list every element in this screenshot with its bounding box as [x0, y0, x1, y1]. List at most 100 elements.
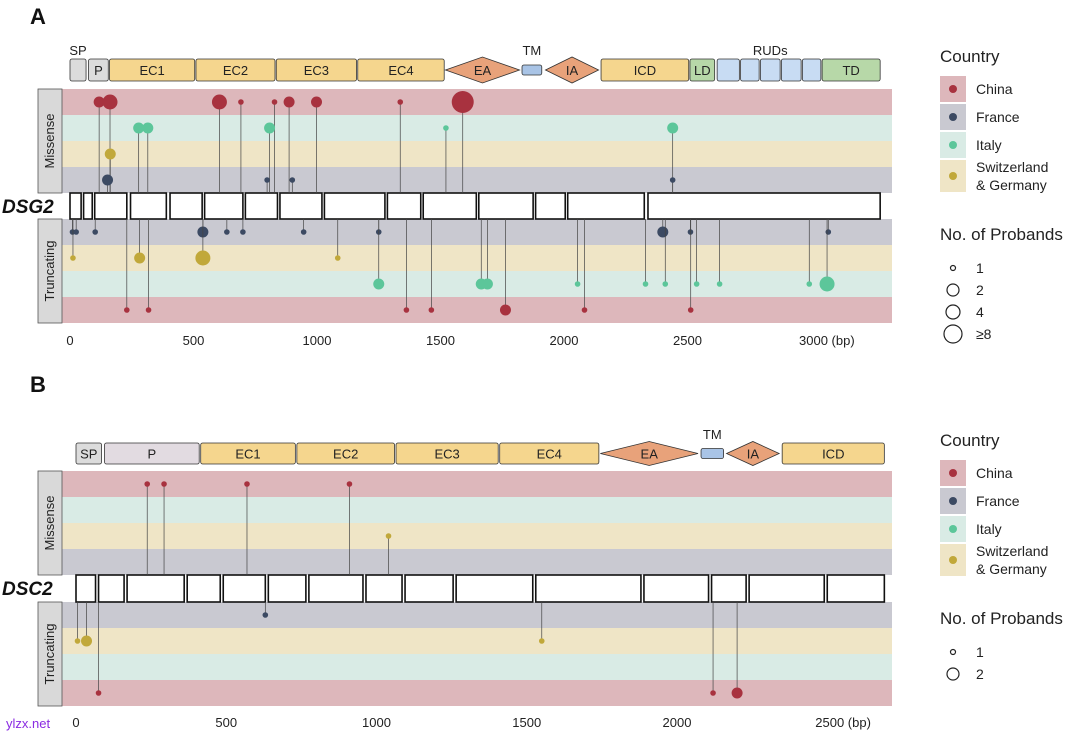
- legend-size-circle: [945, 304, 961, 320]
- exon-box: [267, 574, 307, 603]
- missense-point: [311, 96, 323, 108]
- x-tick-label: 2500 (bp): [815, 715, 871, 730]
- domain-label-ld: LD: [694, 63, 711, 78]
- truncating-point: [428, 307, 435, 313]
- legend-label-china: China: [976, 81, 1013, 97]
- domain-label-tm: TM: [703, 427, 722, 442]
- x-tick-label: 0: [72, 715, 79, 730]
- band-truncating-france: [62, 602, 892, 628]
- x-tick-label: 1000: [362, 715, 391, 730]
- exon-box: [129, 192, 168, 220]
- truncating-point: [145, 307, 152, 313]
- legend-label-switzerland-2: & Germany: [976, 177, 1047, 193]
- gene-label: DSC2: [2, 579, 53, 600]
- missense-point: [669, 177, 676, 183]
- domain-ia: [544, 56, 600, 84]
- legend-label-france: France: [976, 493, 1020, 509]
- domain-label-ec3: EC3: [434, 447, 459, 462]
- truncating-point: [92, 229, 98, 235]
- truncating-point: [819, 276, 835, 292]
- missense-point: [144, 481, 151, 487]
- legend-size-circle: [949, 648, 957, 656]
- x-tick-label: 500: [183, 333, 205, 348]
- exon-box: [75, 574, 97, 603]
- exon-box: [477, 192, 534, 220]
- band-missense-china: [62, 89, 892, 115]
- domain-label-icd: ICD: [822, 447, 844, 462]
- truncating-point: [73, 229, 79, 235]
- strip-truncating: [37, 601, 63, 707]
- domain-label-p: P: [148, 447, 157, 462]
- x-tick-label: 1500: [426, 333, 455, 348]
- strip-label-missense: Missense: [42, 496, 57, 551]
- missense-point: [102, 94, 118, 110]
- band-truncating-china: [62, 297, 892, 323]
- legend-key-dot-italy: [949, 141, 957, 149]
- exon-box: [455, 574, 534, 603]
- truncating-point: [574, 281, 581, 287]
- strip-truncating: [37, 218, 63, 324]
- domain-ld: [689, 58, 716, 82]
- legend-key-dot-france: [949, 113, 957, 121]
- band-missense-italy: [62, 115, 892, 141]
- legend-label-italy: Italy: [976, 521, 1002, 537]
- exon-box: [365, 574, 403, 603]
- domain-sp: [75, 442, 102, 465]
- missense-point: [451, 91, 474, 113]
- exon-box: [647, 192, 881, 220]
- truncating-point: [806, 281, 813, 287]
- truncating-point: [581, 307, 588, 313]
- exon-box: [710, 574, 747, 603]
- truncating-point: [262, 612, 269, 618]
- domain-label-ea: EA: [474, 63, 492, 78]
- legend-size-label: ≥8: [976, 326, 992, 342]
- legend-label-france: France: [976, 109, 1020, 125]
- band-truncating-france: [62, 219, 892, 245]
- x-tick-label: 2000: [663, 715, 692, 730]
- missense-point: [238, 99, 244, 105]
- legend-label-china: China: [976, 465, 1013, 481]
- band-missense-china: [62, 471, 892, 497]
- x-tick-label: 500: [215, 715, 237, 730]
- exon-box: [279, 192, 323, 220]
- domain-ia: [725, 441, 781, 466]
- domain-ea: [444, 56, 521, 84]
- domain-rud: [780, 58, 802, 82]
- missense-point: [443, 125, 449, 131]
- domain-p: [88, 58, 109, 82]
- x-tick-label: 1000: [303, 333, 332, 348]
- domain-label-td: TD: [842, 63, 859, 78]
- band-truncating-switzerland: [62, 245, 892, 271]
- truncating-point: [300, 229, 307, 235]
- missense-point: [133, 122, 145, 134]
- domain-label-ec4: EC4: [388, 63, 413, 78]
- domain-td: [821, 58, 881, 82]
- exon-box: [126, 574, 185, 603]
- exon-box: [82, 192, 94, 220]
- domain-label-ea: EA: [641, 447, 659, 462]
- truncating-point: [134, 252, 146, 264]
- missense-point: [289, 177, 296, 183]
- exon-box: [308, 574, 364, 603]
- legend-key-dot-italy: [949, 525, 957, 533]
- exon-box: [69, 192, 82, 220]
- legend-label-switzerland-2: & Germany: [976, 561, 1047, 577]
- domain-label-p: P: [94, 63, 103, 78]
- legend-size-circle: [946, 283, 960, 297]
- band-missense-switzerland: [62, 141, 892, 167]
- legend-key-dot-france: [949, 497, 957, 505]
- exon-box: [97, 574, 125, 603]
- legend-country-title: Country: [940, 47, 1000, 66]
- x-tick-label: 0: [66, 333, 73, 348]
- legend-key-dot-china: [949, 85, 957, 93]
- exon-box: [534, 574, 642, 603]
- strip-missense: [37, 470, 63, 576]
- legend-size-circle: [949, 264, 957, 272]
- legend-label-switzerland: Switzerland: [976, 159, 1048, 175]
- truncating-point: [499, 304, 511, 316]
- missense-point: [271, 99, 278, 105]
- truncating-point: [642, 281, 649, 287]
- domain-ec1: [109, 58, 196, 82]
- exon-box: [244, 192, 279, 220]
